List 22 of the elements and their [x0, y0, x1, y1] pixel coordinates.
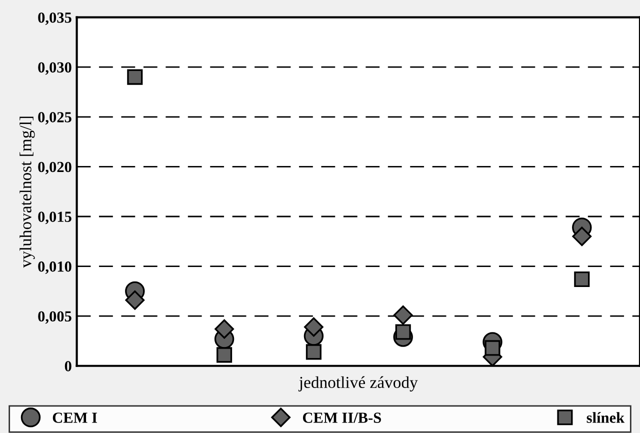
legend-label: CEM I: [52, 412, 98, 423]
point: [306, 344, 322, 360]
point: [572, 226, 592, 246]
point: [125, 290, 145, 310]
point: [304, 317, 324, 337]
point: [216, 347, 232, 363]
legend-label: CEM II/B-S: [302, 412, 381, 423]
y-tick-label: 0,025: [38, 112, 72, 125]
y-tick-label: 0,035: [38, 12, 72, 25]
y-tick-label: 0,015: [38, 212, 72, 224]
y-tick-label: 0: [64, 361, 72, 372]
x-axis-title: jednotlivé závody: [298, 376, 418, 392]
y-tick-label: 0,010: [38, 261, 72, 274]
point: [127, 69, 143, 85]
point: [574, 271, 590, 288]
point: [214, 319, 234, 339]
point: [393, 305, 413, 325]
y-tick-label: 0,020: [38, 162, 72, 174]
y-axis-title: vyluhovatelnost [mg/l]: [20, 116, 35, 268]
legend-label: slínek: [586, 412, 625, 423]
y-tick-label: 0,005: [38, 311, 72, 324]
y-tick-label: 0,030: [38, 62, 72, 75]
